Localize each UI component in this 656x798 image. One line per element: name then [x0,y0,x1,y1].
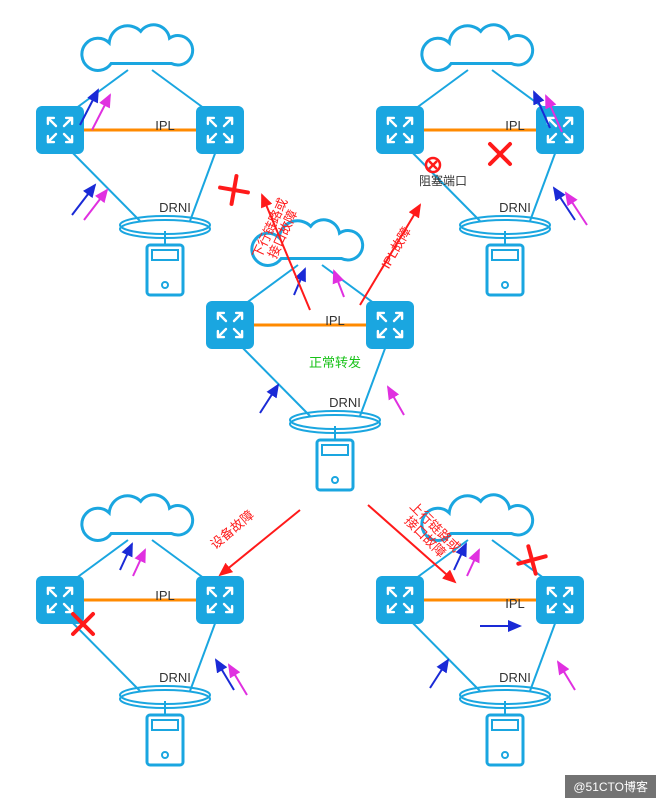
cloud-icon [422,25,533,71]
svg-text:设备故障: 设备故障 [207,507,256,552]
flow-arrow [80,90,98,125]
server-icon [147,245,183,295]
fail-cross [220,176,248,204]
ipl-label: IPL [325,313,345,328]
svg-text:下行链路或接口故障: 下行链路或接口故障 [249,195,303,266]
drni-label: DRNI [499,670,531,685]
flow-arrow [92,95,110,130]
callout-label: 下行链路或接口故障 [249,195,303,266]
ipl-label: IPL [505,596,525,611]
drni-module-top_left: IPL DRNI [36,25,248,295]
switch-icon [196,106,244,154]
ipl-label: IPL [505,118,525,133]
drni-disk [460,216,550,238]
switch-icon [536,576,584,624]
flow-arrow [216,660,234,690]
status-label: 正常转发 [309,355,361,370]
callout-label: 设备故障 [207,507,256,552]
flow-arrow [229,665,247,695]
flow-arrow [558,662,575,690]
flow-arrow [467,550,479,576]
diagram-canvas: IPL DRNI IPL DRNI 阻塞端口 IPL DRNI 正常转发 IPL DRNI IPL D… [0,0,656,798]
flow-arrow [334,271,344,297]
drni-disk [120,686,210,708]
server-icon [487,715,523,765]
svg-text:IPL故障: IPL故障 [378,224,414,271]
flow-arrow [566,193,587,225]
drni-label: DRNI [329,395,361,410]
callout-label: IPL故障 [378,224,414,271]
switch-icon [366,301,414,349]
drni-disk [120,216,210,238]
flow-arrow [260,385,278,413]
switch-icon [36,106,84,154]
fail-cross [490,144,510,164]
server-icon [147,715,183,765]
switch-icon [376,106,424,154]
drni-module-top_right: IPL DRNI 阻塞端口 [376,25,587,295]
flow-arrow [554,188,575,220]
ipl-label: IPL [155,588,175,603]
flow-arrow [133,550,145,576]
drni-module-bot_right: IPL DRNI [376,495,584,765]
ipl-label: IPL [155,118,175,133]
blocked-port-label: 阻塞端口 [419,173,467,188]
switch-icon [206,301,254,349]
flow-arrow [388,387,404,415]
cloud-icon [82,495,193,541]
blocked-port [426,158,440,172]
switch-icon [376,576,424,624]
flow-arrow [294,269,305,295]
drni-disk [460,686,550,708]
drni-label: DRNI [159,670,191,685]
watermark: @51CTO博客 [565,775,656,798]
flow-arrow [120,544,132,570]
cloud-icon [82,25,193,71]
server-icon [317,440,353,490]
drni-label: DRNI [499,200,531,215]
drni-disk [290,411,380,433]
flow-arrow [430,660,448,688]
drni-label: DRNI [159,200,191,215]
switch-icon [196,576,244,624]
server-icon [487,245,523,295]
